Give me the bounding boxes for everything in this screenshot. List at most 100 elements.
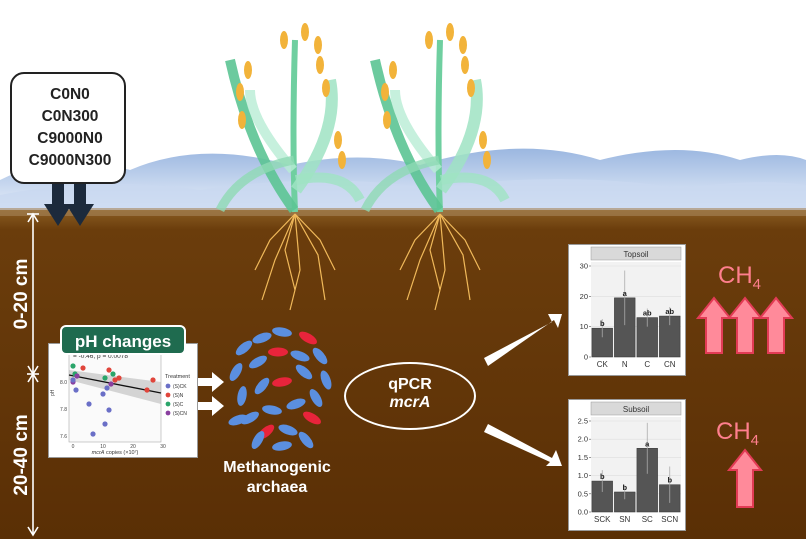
scatter-point [80, 365, 86, 371]
methanogen-cell [312, 347, 328, 365]
methanogen-cell [235, 340, 253, 356]
scatter-xtick: 30 [160, 444, 166, 450]
chart-category-label: SN [619, 515, 630, 524]
scatter-legend-label: (S)N [173, 393, 184, 399]
methanogen-cell [299, 331, 317, 345]
scatter-point [150, 377, 156, 383]
chart-title: Subsoil [623, 405, 649, 414]
arrow-to-subsoil [484, 424, 562, 466]
depth-label-top: 0-20 cm [11, 258, 32, 330]
methanogen-cell [249, 355, 267, 369]
scatter-point [74, 373, 80, 379]
chart-ytick-label: 20 [580, 292, 588, 301]
scatter-point [70, 377, 76, 383]
scatter-point [112, 377, 118, 383]
scatter-legend-label: (S)C [173, 402, 184, 408]
input-arrows [44, 184, 94, 226]
scatter-xtick: 10 [100, 444, 106, 450]
ch4-label-bottom: CH4 [716, 418, 759, 449]
chart-sig-label: b [667, 476, 672, 485]
chart-sig-label: b [622, 483, 627, 492]
methanogen-cell [272, 327, 292, 337]
chart-ytick-label: 0 [584, 353, 588, 362]
scatter-to-microbes-arrows [198, 372, 224, 416]
scatter-legend-swatch [165, 392, 171, 398]
subsoil-bar-chart: Subsoil 0.0 0.5 1.0 1.5 2.0 2.5 b SCK b SN a SC b SCN [578, 401, 682, 524]
rice-plant-left [215, 23, 365, 311]
methanogen-cell [251, 431, 265, 449]
scatter-xtick: 20 [130, 444, 136, 450]
scatter-point [104, 385, 110, 391]
scatter-annotation: = -0.46, p = 0.0078 [73, 353, 128, 360]
chart-sig-label: a [645, 439, 650, 448]
scatter-legend-swatch [165, 383, 171, 389]
ch4-up-arrows-top [695, 296, 795, 354]
methanogen-cell [320, 370, 332, 390]
scatter-point [106, 407, 112, 413]
methanogen-cell [272, 377, 292, 387]
methanogen-cell [241, 411, 259, 425]
subsoil-chart-panel: Subsoil 0.0 0.5 1.0 1.5 2.0 2.5 b SCK b SN a SC b SCN [568, 399, 686, 531]
scatter-point [108, 381, 114, 387]
mcra-label: mcrA [389, 394, 431, 411]
chart-title-strip [590, 246, 682, 261]
methanogen-label: Methanogenic archaea [212, 458, 342, 498]
scatter-xlabel-unit: copies (×10⁷) [104, 449, 138, 456]
scatter-legend-label: (S)CN [173, 411, 187, 417]
chart-category-label: CK [597, 360, 609, 369]
chart-ytick-label: 1.0 [578, 471, 588, 480]
chart-ytick-label: 2.0 [578, 435, 588, 444]
methanogen-label-line1: Methanogenic [223, 459, 331, 476]
chart-category-label: C [644, 360, 650, 369]
methanogen-cell [309, 389, 323, 407]
topsoil-bar-chart: Topsoil 0 10 20 30 b CK a Nab Cab CN [580, 246, 682, 369]
scatter-point [86, 401, 92, 407]
qpcr-label: qPCR [388, 376, 432, 393]
scatter-point [102, 375, 108, 381]
treatment-3: C9000N0 [37, 130, 103, 147]
methanogen-cell [272, 441, 292, 451]
ch4-bottom-main: CH [716, 418, 751, 445]
treatment-4: C9000N300 [28, 152, 112, 169]
methanogen-cells [228, 327, 332, 451]
chart-ytick-label: 2.5 [578, 417, 588, 426]
methanogen-cell [298, 431, 314, 449]
scatter-ytick: 7.8 [60, 407, 67, 413]
methanogen-cell [268, 347, 288, 357]
chart-sig-label: b [600, 472, 605, 481]
methanogen-cell [229, 363, 243, 381]
chart-ytick-label: 0.0 [578, 508, 588, 517]
scatter-point [144, 387, 150, 393]
chart-ytick-label: 1.5 [578, 453, 588, 462]
chart-sig-label: ab [643, 309, 652, 318]
scatter-legend-label: (S)CK [173, 384, 187, 390]
methanogen-cell [262, 405, 282, 415]
treatment-box: C0N0 C0N300 C9000N0 C9000N300 [10, 72, 126, 184]
chart-category-label: SC [642, 515, 653, 524]
scatter-xlabel: mcrA copies (×10⁷) [92, 449, 139, 456]
methanogen-cell [228, 414, 248, 426]
ch4-top-sub: 4 [752, 275, 762, 293]
scatter-point [116, 375, 122, 381]
methanogen-cell [237, 386, 247, 406]
chart-category-label: N [622, 360, 628, 369]
chart-category-label: CN [664, 360, 676, 369]
scatter-legend-swatch [165, 410, 171, 416]
methanogen-cell [252, 332, 272, 344]
chart-title: Topsoil [624, 250, 649, 259]
methanogen-cell [254, 377, 270, 395]
ch4-label-top: CH4 [718, 262, 761, 293]
scatter-point [70, 363, 76, 369]
scatter-ytick: 8.0 [60, 380, 67, 386]
scatter-point [73, 387, 79, 393]
depth-label-bottom: 20-40 cm [11, 414, 32, 496]
methanogen-cell [286, 398, 306, 410]
scatter-plot: = -0.46, p = 0.0078 8.0 7.8 7.6 0 10 20 30 pH mcr… [50, 351, 190, 456]
ch4-top-main: CH [718, 262, 753, 289]
ch4-up-arrow-bottom [726, 448, 764, 508]
depth-axis [27, 212, 39, 537]
scatter-xlabel-gene: mcrA [92, 450, 105, 456]
scatter-confidence-band [69, 370, 161, 404]
methanogen-cell [290, 350, 310, 362]
